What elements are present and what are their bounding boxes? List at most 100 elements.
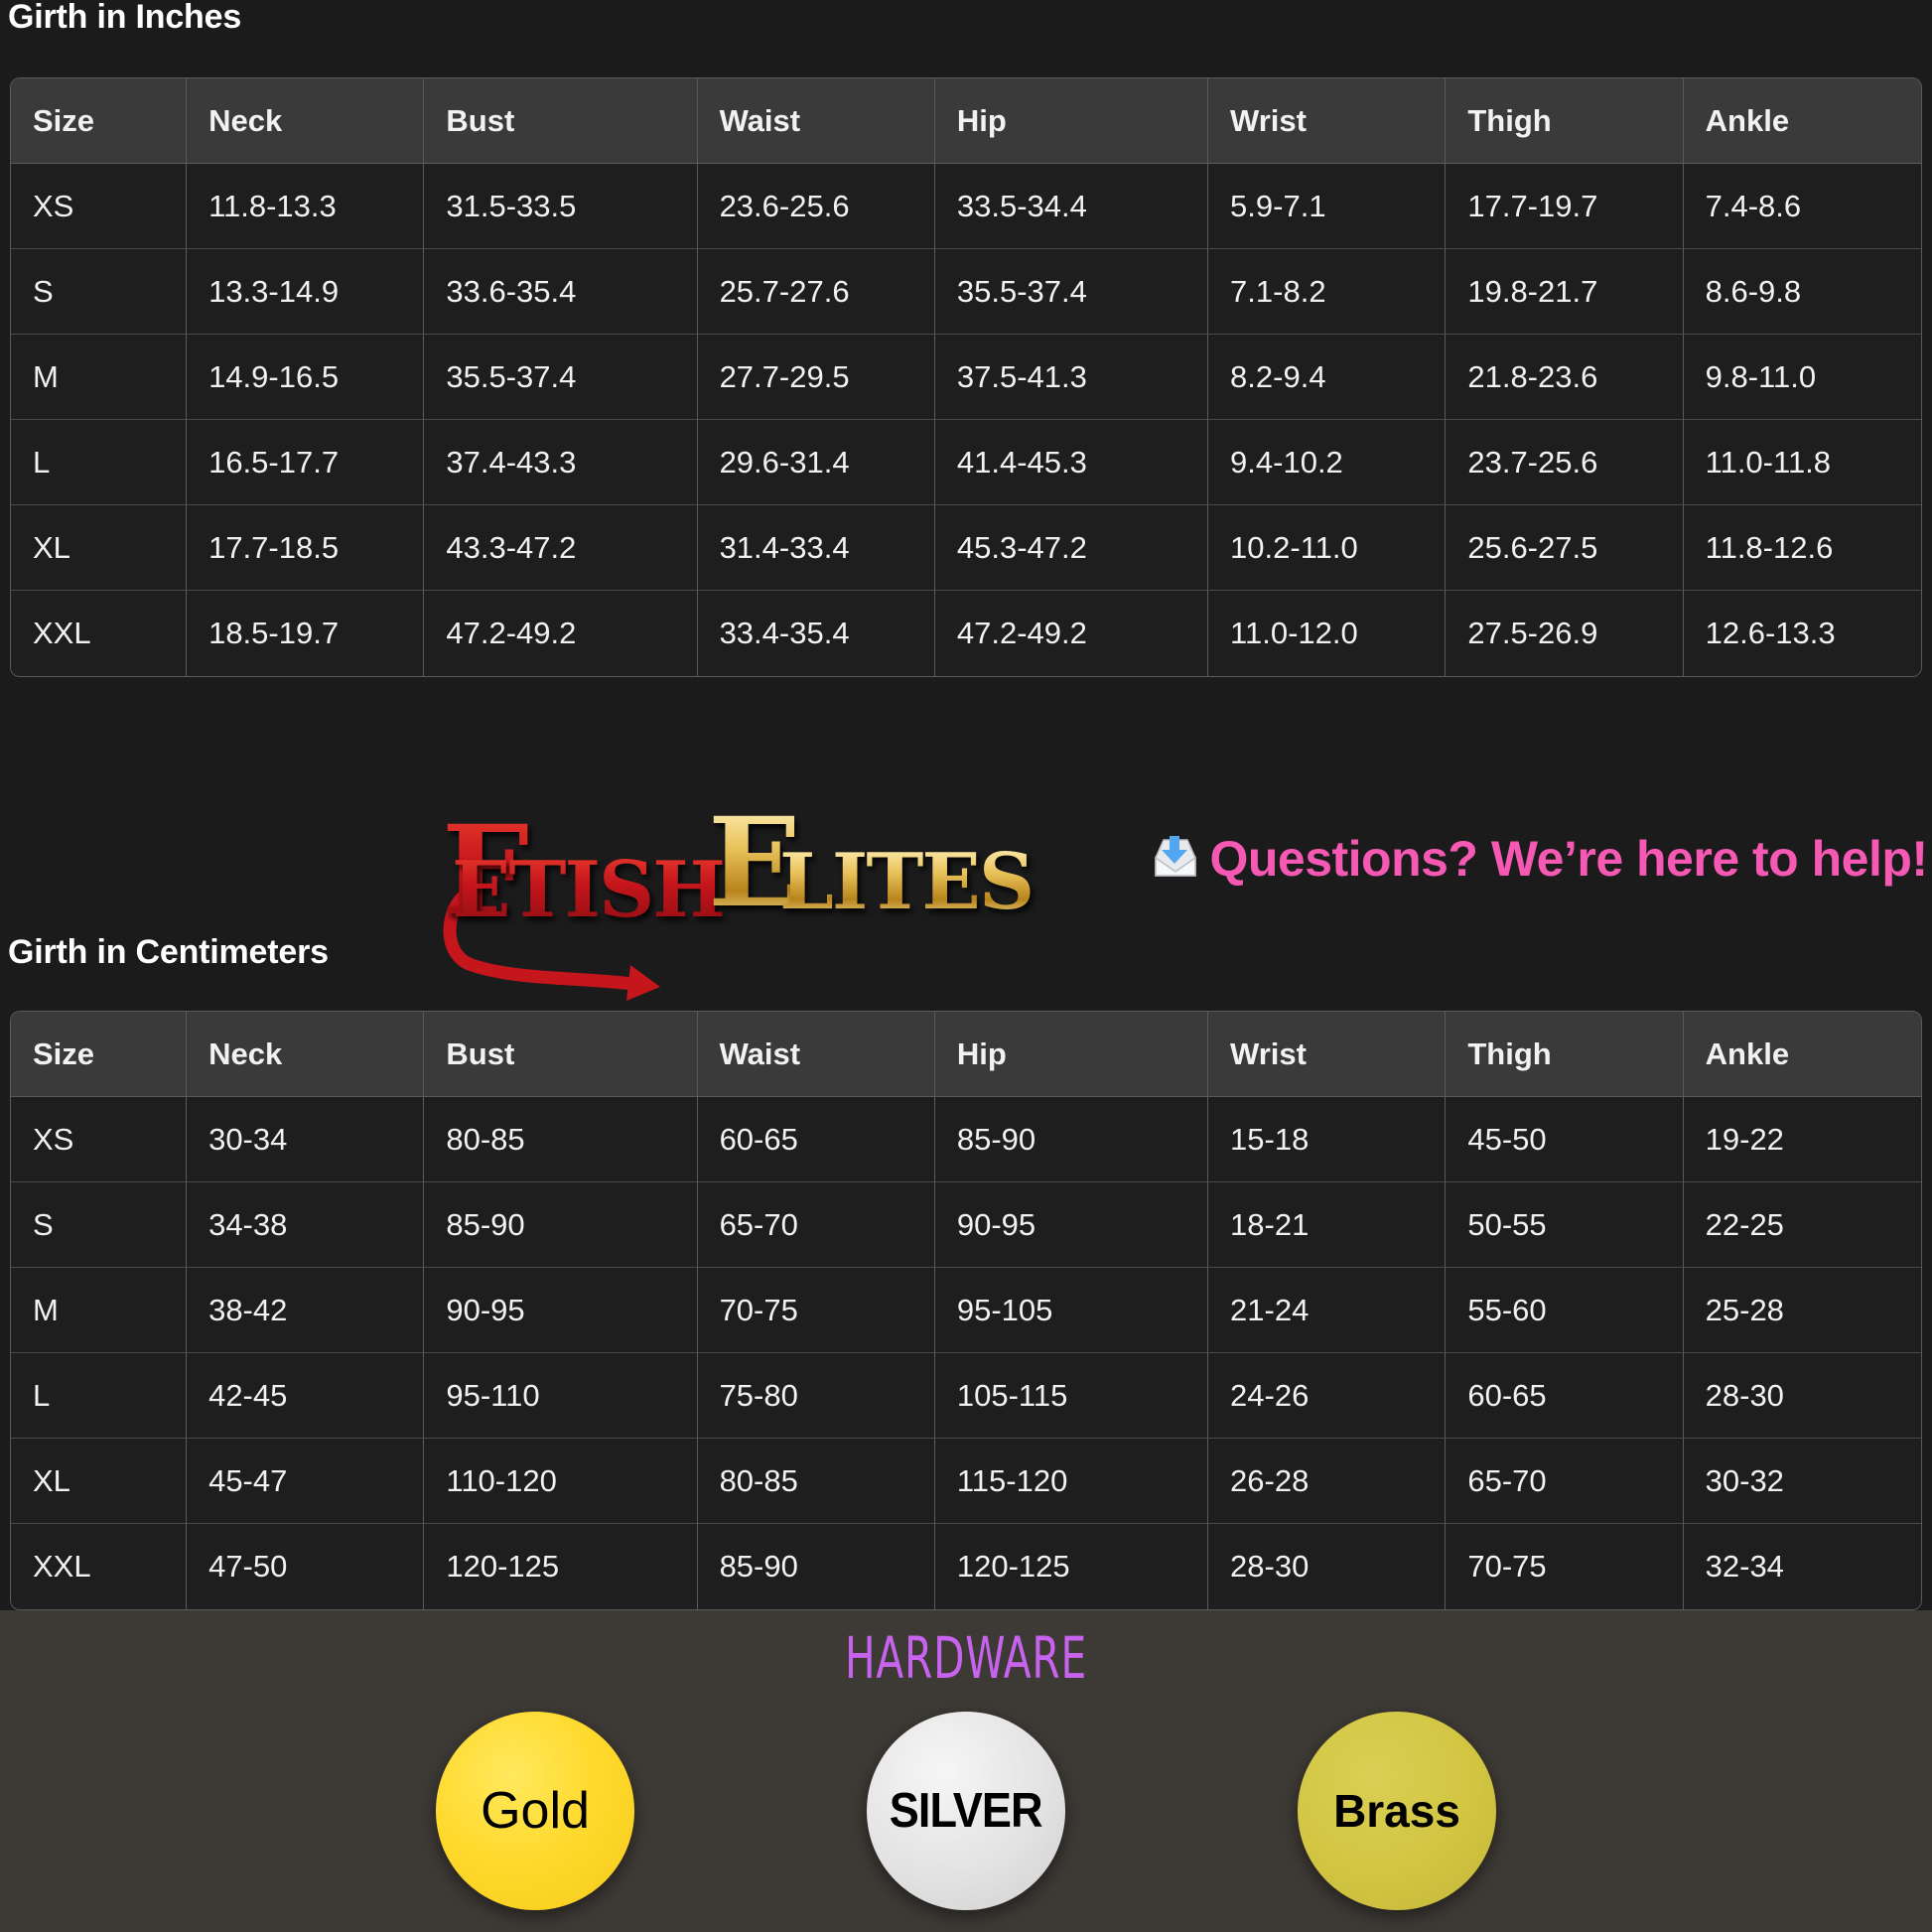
cell-ankle: 28-30 [1683, 1353, 1921, 1439]
cell-bust: 110-120 [424, 1439, 698, 1524]
cell-size: XS [11, 164, 188, 249]
inches-size-table: Size Neck Bust Waist Hip Wrist Thigh Ank… [10, 77, 1922, 677]
cell-waist: 70-75 [697, 1268, 935, 1353]
hardware-swatch-gold-label: Gold [481, 1782, 590, 1840]
table-row: XS 30-34 80-85 60-65 85-90 15-18 45-50 1… [11, 1097, 1921, 1182]
cell-wrist: 28-30 [1208, 1524, 1447, 1609]
cell-wrist: 5.9-7.1 [1208, 164, 1447, 249]
hardware-swatch-gold[interactable]: Gold [436, 1712, 634, 1910]
cell-thigh: 27.5-26.9 [1446, 591, 1684, 676]
cell-waist: 80-85 [697, 1439, 935, 1524]
cell-waist: 29.6-31.4 [697, 420, 935, 505]
column-header-waist: Waist [697, 1012, 935, 1097]
cell-neck: 30-34 [187, 1097, 425, 1182]
cell-neck: 45-47 [187, 1439, 425, 1524]
cell-thigh: 65-70 [1446, 1439, 1684, 1524]
girth-in-centimeters-title: Girth in Centimeters [8, 933, 329, 971]
cell-waist: 27.7-29.5 [697, 335, 935, 420]
logo-word-fetish: ETISH [452, 845, 726, 935]
cell-ankle: 12.6-13.3 [1683, 591, 1921, 676]
cell-hip: 120-125 [934, 1524, 1209, 1609]
cell-bust: 85-90 [424, 1182, 698, 1268]
cell-thigh: 19.8-21.7 [1446, 249, 1684, 335]
cell-neck: 16.5-17.7 [187, 420, 425, 505]
logo-word-elites: LITES [779, 837, 1035, 927]
cell-hip: 41.4-45.3 [934, 420, 1209, 505]
cell-thigh: 60-65 [1446, 1353, 1684, 1439]
cell-thigh: 25.6-27.5 [1446, 505, 1684, 591]
cell-wrist: 8.2-9.4 [1208, 335, 1447, 420]
table-row: XXL 47-50 120-125 85-90 120-125 28-30 70… [11, 1524, 1921, 1609]
cell-hip: 47.2-49.2 [934, 591, 1209, 676]
questions-banner-text: Questions? We’re here to help! [1209, 831, 1928, 887]
hardware-swatch-row: Gold SILVER Brass [0, 1712, 1932, 1910]
cell-hip: 37.5-41.3 [934, 335, 1209, 420]
column-header-hip: Hip [934, 78, 1209, 164]
cell-wrist: 11.0-12.0 [1208, 591, 1447, 676]
hardware-swatch-silver[interactable]: SILVER [867, 1712, 1065, 1910]
table-row: XS 11.8-13.3 31.5-33.5 23.6-25.6 33.5-34… [11, 164, 1921, 249]
cell-thigh: 45-50 [1446, 1097, 1684, 1182]
cell-wrist: 7.1-8.2 [1208, 249, 1447, 335]
table-row: S 34-38 85-90 65-70 90-95 18-21 50-55 22… [11, 1182, 1921, 1268]
hardware-panel: HARDWARE Gold SILVER Brass [0, 1610, 1932, 1932]
cell-bust: 90-95 [424, 1268, 698, 1353]
cell-size: XL [11, 1439, 188, 1524]
hardware-swatch-brass[interactable]: Brass [1298, 1712, 1496, 1910]
cell-ankle: 19-22 [1683, 1097, 1921, 1182]
table-row: XL 45-47 110-120 80-85 115-120 26-28 65-… [11, 1439, 1921, 1524]
column-header-ankle: Ankle [1683, 78, 1921, 164]
logo-letter-e: E [708, 791, 802, 935]
cell-neck: 14.9-16.5 [187, 335, 425, 420]
column-header-ankle: Ankle [1683, 1012, 1921, 1097]
table-row: XXL 18.5-19.7 47.2-49.2 33.4-35.4 47.2-4… [11, 591, 1921, 676]
cell-ankle: 30-32 [1683, 1439, 1921, 1524]
column-header-wrist: Wrist [1208, 1012, 1447, 1097]
cell-bust: 37.4-43.3 [424, 420, 698, 505]
cell-thigh: 23.7-25.6 [1446, 420, 1684, 505]
cell-hip: 95-105 [934, 1268, 1209, 1353]
cell-waist: 31.4-33.4 [697, 505, 935, 591]
cell-ankle: 32-34 [1683, 1524, 1921, 1609]
fetish-elites-logo: F ETISH E LITES [442, 802, 1107, 1001]
cell-neck: 47-50 [187, 1524, 425, 1609]
column-header-size: Size [11, 1012, 188, 1097]
cell-waist: 23.6-25.6 [697, 164, 935, 249]
cell-ankle: 9.8-11.0 [1683, 335, 1921, 420]
table-row: L 42-45 95-110 75-80 105-115 24-26 60-65… [11, 1353, 1921, 1439]
cell-size: M [11, 1268, 188, 1353]
cell-hip: 105-115 [934, 1353, 1209, 1439]
questions-banner: Questions? We’re here to help! [1142, 832, 1932, 888]
cell-wrist: 15-18 [1208, 1097, 1447, 1182]
cell-neck: 38-42 [187, 1268, 425, 1353]
cell-thigh: 21.8-23.6 [1446, 335, 1684, 420]
column-header-hip: Hip [934, 1012, 1209, 1097]
cell-size: S [11, 249, 188, 335]
cell-neck: 18.5-19.7 [187, 591, 425, 676]
cell-wrist: 24-26 [1208, 1353, 1447, 1439]
column-header-bust: Bust [424, 78, 698, 164]
girth-in-inches-title: Girth in Inches [8, 0, 242, 36]
cell-ankle: 8.6-9.8 [1683, 249, 1921, 335]
cell-neck: 13.3-14.9 [187, 249, 425, 335]
cell-bust: 33.6-35.4 [424, 249, 698, 335]
cell-bust: 31.5-33.5 [424, 164, 698, 249]
cell-bust: 120-125 [424, 1524, 698, 1609]
hardware-title: HARDWARE [845, 1624, 1087, 1692]
cell-hip: 90-95 [934, 1182, 1209, 1268]
hardware-swatch-silver-label: SILVER [890, 1783, 1043, 1838]
cell-size: L [11, 1353, 188, 1439]
cell-thigh: 50-55 [1446, 1182, 1684, 1268]
cell-hip: 45.3-47.2 [934, 505, 1209, 591]
cell-neck: 42-45 [187, 1353, 425, 1439]
cell-waist: 25.7-27.6 [697, 249, 935, 335]
table-row: L 16.5-17.7 37.4-43.3 29.6-31.4 41.4-45.… [11, 420, 1921, 505]
cell-size: L [11, 420, 188, 505]
cell-size: XS [11, 1097, 188, 1182]
cell-size: XL [11, 505, 188, 591]
cell-wrist: 10.2-11.0 [1208, 505, 1447, 591]
cell-wrist: 26-28 [1208, 1439, 1447, 1524]
column-header-size: Size [11, 78, 188, 164]
cell-bust: 95-110 [424, 1353, 698, 1439]
